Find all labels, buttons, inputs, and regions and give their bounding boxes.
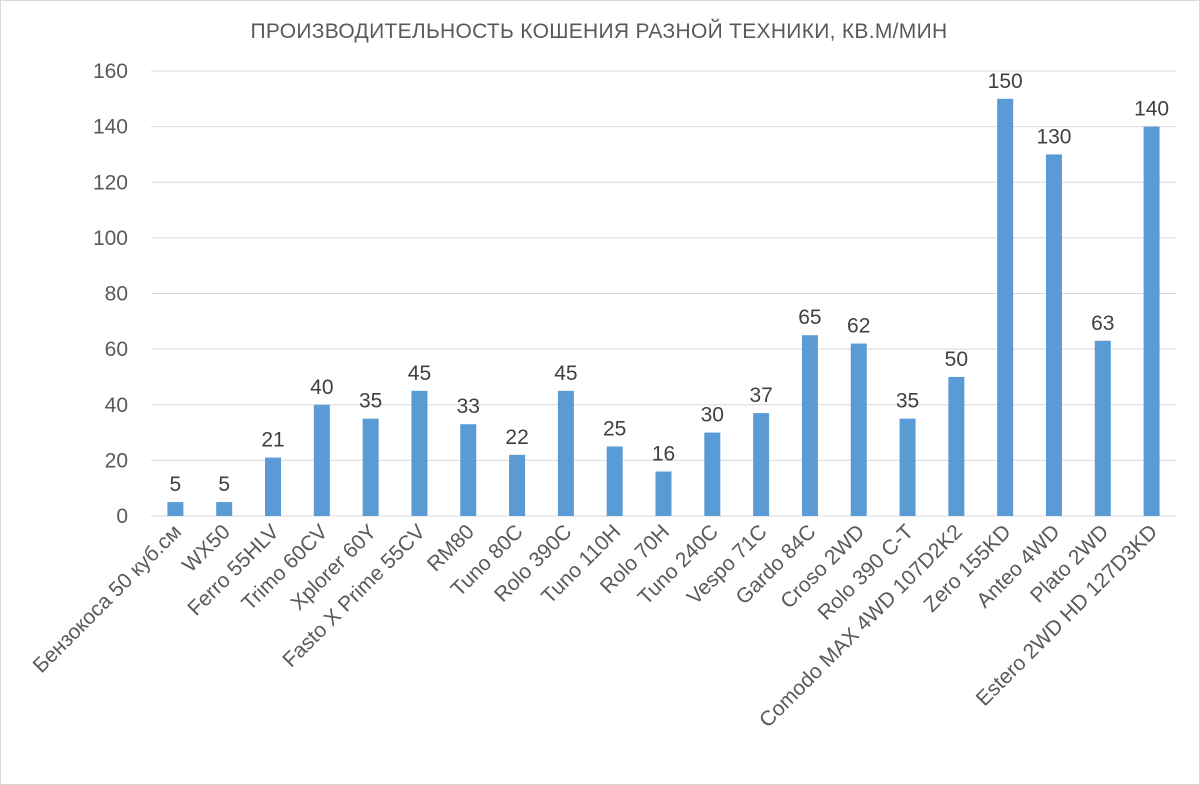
bar [411, 390, 428, 516]
bar [899, 418, 916, 516]
y-tick-label: 120 [93, 171, 128, 194]
bar [948, 376, 965, 516]
bar [1045, 154, 1062, 516]
data-label: 25 [603, 417, 626, 440]
bar [313, 404, 330, 516]
bar [362, 418, 379, 516]
data-label: 37 [749, 384, 772, 407]
bar [850, 343, 867, 516]
bar [167, 502, 184, 516]
bar [753, 413, 770, 516]
data-label: 35 [896, 390, 919, 413]
bar [606, 446, 623, 516]
data-label: 35 [359, 390, 382, 413]
data-label: 45 [554, 362, 577, 385]
data-label: 30 [701, 404, 724, 427]
data-label: 5 [218, 473, 230, 496]
chart-title: ПРОИЗВОДИТЕЛЬНОСТЬ КОШЕНИЯ РАЗНОЙ ТЕХНИК… [251, 19, 948, 43]
bar [216, 502, 233, 516]
y-tick-label: 80 [105, 283, 128, 306]
bar [801, 335, 818, 516]
bars [167, 98, 1160, 516]
bar [460, 424, 477, 516]
bar [1143, 126, 1160, 516]
y-tick-label: 60 [105, 338, 128, 361]
x-tick-label: Бензокоса 50 куб.см [29, 520, 186, 677]
bar [704, 432, 721, 516]
data-labels: 5 5 21 40 35 45 33 22 45 25 16 30 37 65 62 35 50 150 130 63… [170, 70, 1170, 496]
y-tick-label: 140 [93, 116, 128, 139]
data-label: 65 [798, 306, 821, 329]
bar [509, 454, 526, 516]
bar [557, 390, 574, 516]
data-label: 40 [310, 376, 333, 399]
data-label: 150 [988, 70, 1023, 93]
data-label: 16 [652, 443, 675, 466]
bar [655, 471, 672, 516]
data-label: 5 [170, 473, 182, 496]
y-tick-label: 0 [116, 505, 128, 528]
data-label: 63 [1091, 312, 1114, 335]
bar [1094, 340, 1111, 516]
bar [997, 98, 1014, 516]
bar [265, 457, 282, 516]
y-tick-label: 100 [93, 227, 128, 250]
data-label: 21 [261, 429, 284, 452]
y-tick-label: 40 [105, 394, 128, 417]
data-label: 22 [505, 426, 528, 449]
y-axis-tick-labels: 0 20 40 60 80 100 120 140 160 [93, 60, 128, 528]
y-tick-label: 20 [105, 449, 128, 472]
data-label: 45 [408, 362, 431, 385]
data-label: 33 [457, 395, 480, 418]
data-label: 62 [847, 315, 870, 338]
data-label: 130 [1036, 125, 1071, 148]
data-label: 50 [945, 348, 968, 371]
y-tick-label: 160 [93, 60, 128, 83]
data-label: 140 [1134, 98, 1169, 121]
